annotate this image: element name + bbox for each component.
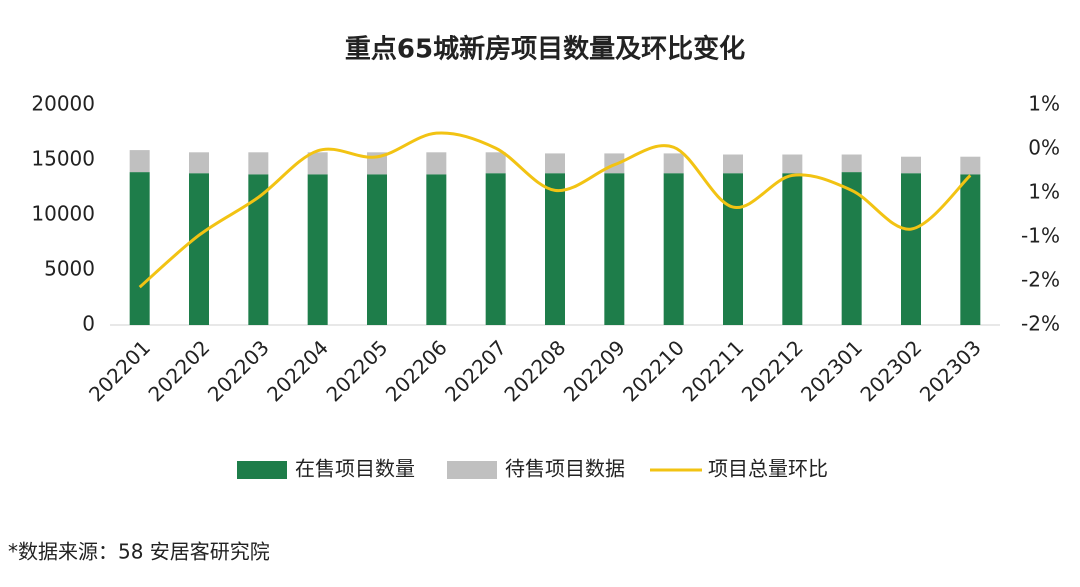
legend-label: 在售项目数量	[295, 457, 415, 481]
chart-title: 重点65城新房项目数量及环比变化	[345, 34, 745, 65]
bar	[129, 150, 150, 173]
legend-label: 项目总量环比	[708, 457, 828, 481]
x-tick-label: 202206	[381, 335, 452, 406]
x-tick-label: 202203	[203, 335, 274, 406]
bar	[960, 174, 981, 325]
bar	[129, 172, 150, 325]
bar	[485, 173, 506, 325]
x-tick-label: 202207	[440, 335, 511, 406]
x-tick-label: 202302	[855, 335, 926, 406]
x-tick-label: 202303	[915, 335, 986, 406]
x-tick-label: 202301	[796, 335, 867, 406]
bar	[960, 156, 981, 175]
bar	[545, 173, 565, 325]
x-tick-label: 202208	[499, 335, 570, 406]
bar	[841, 154, 862, 173]
bar	[782, 173, 803, 325]
bar	[841, 172, 862, 325]
bar	[367, 174, 387, 325]
footnote: *数据来源：58 安居客研究院	[8, 540, 270, 564]
bar	[189, 173, 209, 325]
bar	[545, 153, 565, 174]
legend-swatch	[237, 461, 287, 479]
legend-label: 待售项目数据	[505, 457, 625, 481]
bar	[723, 173, 743, 325]
bar	[604, 173, 625, 325]
y2-tick-label: 1%	[1028, 92, 1060, 116]
y-tick-label: 5000	[44, 257, 95, 281]
bar	[307, 174, 328, 325]
bar	[189, 152, 209, 174]
y2-tick-label: 1%	[1028, 180, 1060, 204]
x-tick-label: 202211	[677, 335, 748, 406]
y-tick-label: 0	[82, 312, 95, 336]
x-tick-label: 202209	[559, 335, 630, 406]
x-tick-label: 202210	[618, 335, 689, 406]
bar	[485, 152, 506, 174]
line	[138, 131, 972, 289]
bar	[426, 152, 447, 175]
bar	[307, 152, 328, 175]
legend-swatch	[447, 461, 497, 479]
x-tick-label: 202202	[143, 335, 214, 406]
bar	[901, 156, 921, 174]
bar	[782, 154, 803, 174]
bar	[663, 173, 684, 325]
x-tick-label: 202205	[321, 335, 392, 406]
bar	[723, 154, 743, 174]
bar	[248, 174, 269, 325]
y-tick-label: 10000	[31, 202, 95, 226]
bar	[426, 174, 447, 325]
y2-tick-label: 0%	[1028, 136, 1060, 160]
y2-tick-label: -2%	[1021, 312, 1060, 336]
x-tick-label: 202212	[737, 335, 808, 406]
y-tick-label: 15000	[31, 147, 95, 171]
bar	[901, 173, 921, 325]
y2-tick-label: -1%	[1021, 224, 1060, 248]
bar	[248, 152, 269, 175]
bar	[663, 153, 684, 174]
y2-tick-label: -2%	[1021, 268, 1060, 292]
x-tick-label: 202204	[262, 335, 333, 406]
y-tick-label: 20000	[31, 92, 95, 116]
x-tick-label: 202201	[84, 335, 155, 406]
